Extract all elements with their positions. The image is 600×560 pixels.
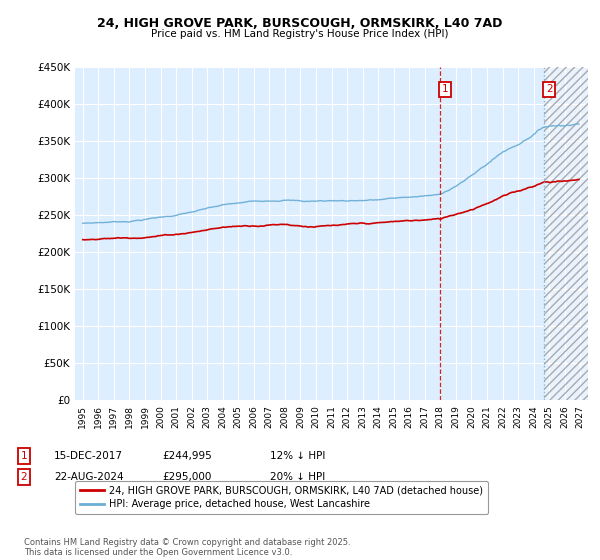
- Text: £295,000: £295,000: [162, 472, 211, 482]
- Text: Contains HM Land Registry data © Crown copyright and database right 2025.
This d: Contains HM Land Registry data © Crown c…: [24, 538, 350, 557]
- Text: 24, HIGH GROVE PARK, BURSCOUGH, ORMSKIRK, L40 7AD: 24, HIGH GROVE PARK, BURSCOUGH, ORMSKIRK…: [97, 17, 503, 30]
- Text: 12% ↓ HPI: 12% ↓ HPI: [270, 451, 325, 461]
- Text: 20% ↓ HPI: 20% ↓ HPI: [270, 472, 325, 482]
- Text: 2: 2: [546, 85, 553, 95]
- Text: 2: 2: [20, 472, 28, 482]
- Text: Price paid vs. HM Land Registry's House Price Index (HPI): Price paid vs. HM Land Registry's House …: [151, 29, 449, 39]
- Bar: [544, 67, 588, 400]
- Bar: [544, 67, 588, 400]
- Text: 1: 1: [442, 85, 449, 95]
- Text: £244,995: £244,995: [162, 451, 212, 461]
- Legend: 24, HIGH GROVE PARK, BURSCOUGH, ORMSKIRK, L40 7AD (detached house), HPI: Average: 24, HIGH GROVE PARK, BURSCOUGH, ORMSKIRK…: [75, 480, 488, 514]
- Text: 22-AUG-2024: 22-AUG-2024: [54, 472, 124, 482]
- Text: 15-DEC-2017: 15-DEC-2017: [54, 451, 123, 461]
- Text: 1: 1: [20, 451, 28, 461]
